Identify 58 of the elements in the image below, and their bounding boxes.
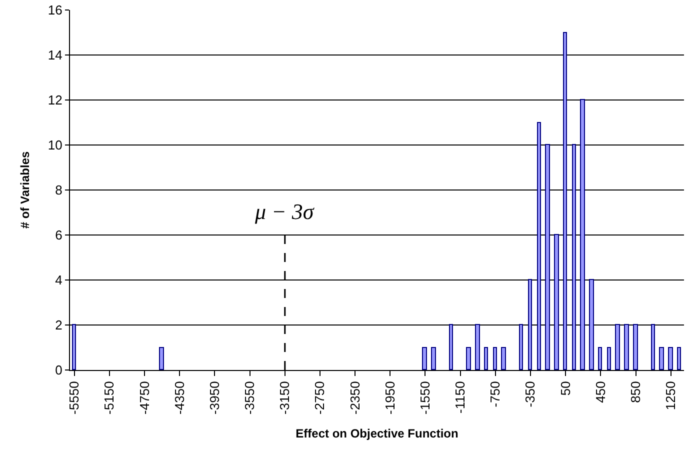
bar <box>615 324 620 370</box>
y-tick-label: 6 <box>55 228 62 243</box>
bar <box>607 347 611 370</box>
x-tick-label: 450 <box>592 381 608 403</box>
x-tick-label: -5150 <box>102 381 117 414</box>
bar <box>422 347 427 370</box>
x-tick-label: -3950 <box>206 381 222 414</box>
y-tick-label: 8 <box>55 182 62 198</box>
x-tick-label: -2350 <box>347 381 362 414</box>
bar <box>563 32 567 370</box>
x-tick-label: -350 <box>522 381 538 408</box>
x-tick-label: -3550 <box>242 381 258 414</box>
bar <box>501 347 506 370</box>
x-tick-label: -5550 <box>66 381 82 414</box>
y-tick-label: 0 <box>55 362 62 378</box>
bar <box>72 324 76 370</box>
bar <box>651 324 655 370</box>
x-tick-label: -1550 <box>417 381 432 414</box>
x-tick-label: -1150 <box>452 381 468 414</box>
bar <box>449 324 453 370</box>
bar <box>624 324 629 370</box>
bar <box>668 347 673 370</box>
x-tick-label: 1250 <box>663 381 678 410</box>
x-tick-label: -2750 <box>312 381 328 414</box>
bar <box>519 324 523 370</box>
bar <box>580 99 585 370</box>
bar <box>598 347 602 370</box>
y-tick-label: 16 <box>48 2 62 18</box>
y-tick-label: 2 <box>55 318 62 333</box>
y-tick-label: 12 <box>48 92 62 108</box>
y-tick-label: 14 <box>48 48 62 63</box>
x-tick-label: -750 <box>488 381 503 408</box>
bar <box>431 347 436 370</box>
bar <box>554 234 559 370</box>
ref-line-label: μ − 3σ <box>254 199 315 224</box>
bar <box>493 347 497 370</box>
bar <box>537 122 541 370</box>
x-tick-label: 850 <box>628 381 643 403</box>
y-axis-title: # of Variables <box>18 150 32 229</box>
x-tick-label: -3150 <box>277 381 292 414</box>
y-tick-label: 4 <box>55 272 62 288</box>
y-tick-label: 10 <box>48 138 62 153</box>
bar <box>589 279 594 370</box>
bar <box>484 347 488 370</box>
bar <box>466 347 471 370</box>
bar <box>528 279 532 370</box>
x-axis-title: Effect on Objective Function <box>296 426 458 440</box>
x-tick-label: 50 <box>558 381 573 396</box>
x-tick-label: -4350 <box>172 381 187 414</box>
bar <box>633 324 638 370</box>
bar <box>545 144 550 370</box>
x-tick-label: -1950 <box>382 381 398 414</box>
bar <box>659 347 664 370</box>
bar <box>475 324 480 370</box>
bar <box>677 347 681 370</box>
x-tick-label: -4750 <box>136 381 152 414</box>
bar <box>572 144 576 370</box>
bar <box>159 347 164 370</box>
